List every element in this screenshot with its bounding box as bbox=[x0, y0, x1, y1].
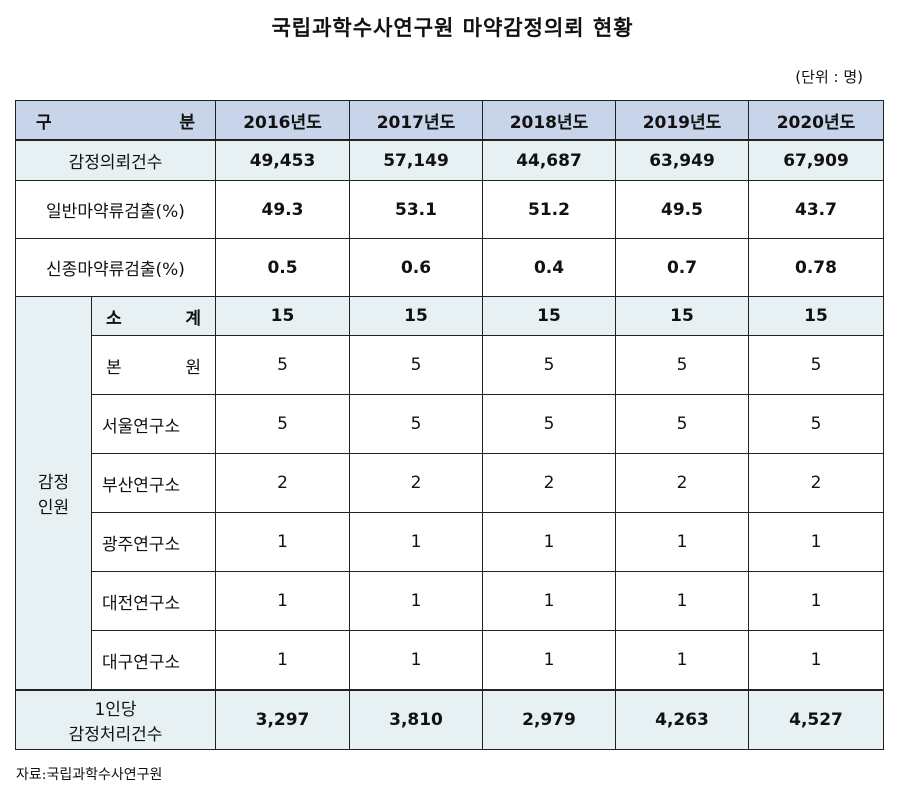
table-cell: 5 bbox=[482, 335, 616, 395]
table-cell: 1 bbox=[482, 512, 616, 572]
table-cell: 3,297 bbox=[215, 689, 350, 750]
table-cell: 1 bbox=[349, 630, 483, 691]
office-row: 부산연구소 2 2 2 2 2 bbox=[16, 453, 884, 513]
header-row: 구 분 2016년도 2017년도 2018년도 2019년도 2020년도 bbox=[15, 100, 884, 141]
table-cell: 0.5 bbox=[215, 238, 350, 297]
table-cell: 0.4 bbox=[482, 238, 616, 297]
table-cell: 1 bbox=[615, 571, 749, 631]
staff-group-label-line1: 감정 bbox=[37, 473, 70, 493]
table-cell: 51.2 bbox=[482, 180, 616, 239]
table-cell: 5 bbox=[748, 394, 884, 454]
table-cell: 49,453 bbox=[215, 139, 350, 181]
staff-group-label-line2: 인원 bbox=[37, 498, 70, 518]
row-label: 일반마약류검출(%) bbox=[15, 180, 216, 239]
table-cell: 5 bbox=[615, 394, 749, 454]
header-category: 구 분 bbox=[15, 100, 216, 141]
table-cell: 1 bbox=[215, 512, 350, 572]
office-label: 서울연구소 bbox=[91, 394, 216, 454]
table-cell: 0.78 bbox=[748, 238, 884, 297]
table-cell: 2 bbox=[215, 453, 350, 513]
office-row: 광주연구소 1 1 1 1 1 bbox=[16, 512, 884, 572]
table-cell: 1 bbox=[215, 630, 350, 691]
table-cell: 2 bbox=[349, 453, 483, 513]
office-label: 대구연구소 bbox=[91, 630, 216, 691]
row-label: 신종마약류검출(%) bbox=[15, 238, 216, 297]
table-cell: 5 bbox=[349, 394, 483, 454]
statistics-table: 구 분 2016년도 2017년도 2018년도 2019년도 2020년도 감… bbox=[15, 100, 884, 750]
table-cell: 15 bbox=[482, 296, 616, 336]
new-drug-row: 신종마약류검출(%) 0.5 0.6 0.4 0.7 0.78 bbox=[15, 238, 884, 297]
table-cell: 67,909 bbox=[748, 139, 884, 181]
table-cell: 3,810 bbox=[349, 689, 483, 750]
table-cell: 0.6 bbox=[349, 238, 483, 297]
table-cell: 5 bbox=[748, 335, 884, 395]
table-cell: 5 bbox=[215, 394, 350, 454]
table-cell: 1 bbox=[215, 571, 350, 631]
table-cell: 2,979 bbox=[482, 689, 616, 750]
table-cell: 1 bbox=[349, 512, 483, 572]
page-title: 국립과학수사연구원 마약감정의뢰 현황 bbox=[271, 15, 634, 40]
table-cell: 1 bbox=[748, 571, 884, 631]
office-label: 광주연구소 bbox=[91, 512, 216, 572]
table-cell: 1 bbox=[615, 630, 749, 691]
table-cell: 15 bbox=[349, 296, 483, 336]
staff-group-label: 감정 인원 bbox=[15, 296, 92, 691]
table-cell: 1 bbox=[349, 571, 483, 631]
table-cell: 1 bbox=[482, 630, 616, 691]
subtotal-row: 감정 인원 소 계 15 15 15 15 15 bbox=[15, 296, 884, 691]
table-cell: 1 bbox=[748, 630, 884, 691]
table-cell: 5 bbox=[615, 335, 749, 395]
table-cell: 53.1 bbox=[349, 180, 483, 239]
header-year: 2018년도 bbox=[482, 100, 616, 141]
table-cell: 63,949 bbox=[615, 139, 749, 181]
table-cell: 5 bbox=[215, 335, 350, 395]
header-year: 2016년도 bbox=[215, 100, 350, 141]
table-cell: 44,687 bbox=[482, 139, 616, 181]
table-cell: 1 bbox=[482, 571, 616, 631]
table-cell: 49.5 bbox=[615, 180, 749, 239]
table-cell: 5 bbox=[482, 394, 616, 454]
unit-label: (단위 : 명) bbox=[795, 68, 863, 86]
table-cell: 15 bbox=[615, 296, 749, 336]
source-note: 자료:국립과학수사연구원 bbox=[16, 767, 163, 783]
office-label: 부산연구소 bbox=[91, 453, 216, 513]
per-person-label-line1: 1인당 bbox=[94, 700, 137, 720]
subtotal-label: 소 계 bbox=[91, 296, 216, 336]
office-label: 대전연구소 bbox=[91, 571, 216, 631]
per-person-label: 1인당 감정처리건수 bbox=[15, 689, 216, 750]
table-cell: 2 bbox=[482, 453, 616, 513]
table-cell: 57,149 bbox=[349, 139, 483, 181]
row-label: 감정의뢰건수 bbox=[15, 139, 216, 181]
header-year: 2020년도 bbox=[748, 100, 884, 141]
table-cell: 4,263 bbox=[615, 689, 749, 750]
table-cell: 15 bbox=[748, 296, 884, 336]
office-label: 본 원 bbox=[91, 335, 216, 395]
requests-row: 감정의뢰건수 49,453 57,149 44,687 63,949 67,90… bbox=[15, 139, 884, 181]
per-person-label-line2: 감정처리건수 bbox=[68, 725, 163, 745]
table-cell: 43.7 bbox=[748, 180, 884, 239]
header-year: 2017년도 bbox=[349, 100, 483, 141]
per-person-row: 1인당 감정처리건수 3,297 3,810 2,979 4,263 4,527 bbox=[15, 689, 884, 750]
table-cell: 2 bbox=[748, 453, 884, 513]
table-cell: 1 bbox=[615, 512, 749, 572]
header-year: 2019년도 bbox=[615, 100, 749, 141]
office-row: 본 원 5 5 5 5 5 bbox=[16, 335, 884, 395]
table-cell: 49.3 bbox=[215, 180, 350, 239]
office-row: 대구연구소 1 1 1 1 1 bbox=[16, 630, 884, 691]
table-cell: 2 bbox=[615, 453, 749, 513]
table-cell: 4,527 bbox=[748, 689, 884, 750]
table-cell: 5 bbox=[349, 335, 483, 395]
table-cell: 15 bbox=[215, 296, 350, 336]
office-row: 서울연구소 5 5 5 5 5 bbox=[16, 394, 884, 454]
general-drug-row: 일반마약류검출(%) 49.3 53.1 51.2 49.5 43.7 bbox=[15, 180, 884, 239]
office-row: 대전연구소 1 1 1 1 1 bbox=[16, 571, 884, 631]
table-cell: 1 bbox=[748, 512, 884, 572]
table-cell: 0.7 bbox=[615, 238, 749, 297]
